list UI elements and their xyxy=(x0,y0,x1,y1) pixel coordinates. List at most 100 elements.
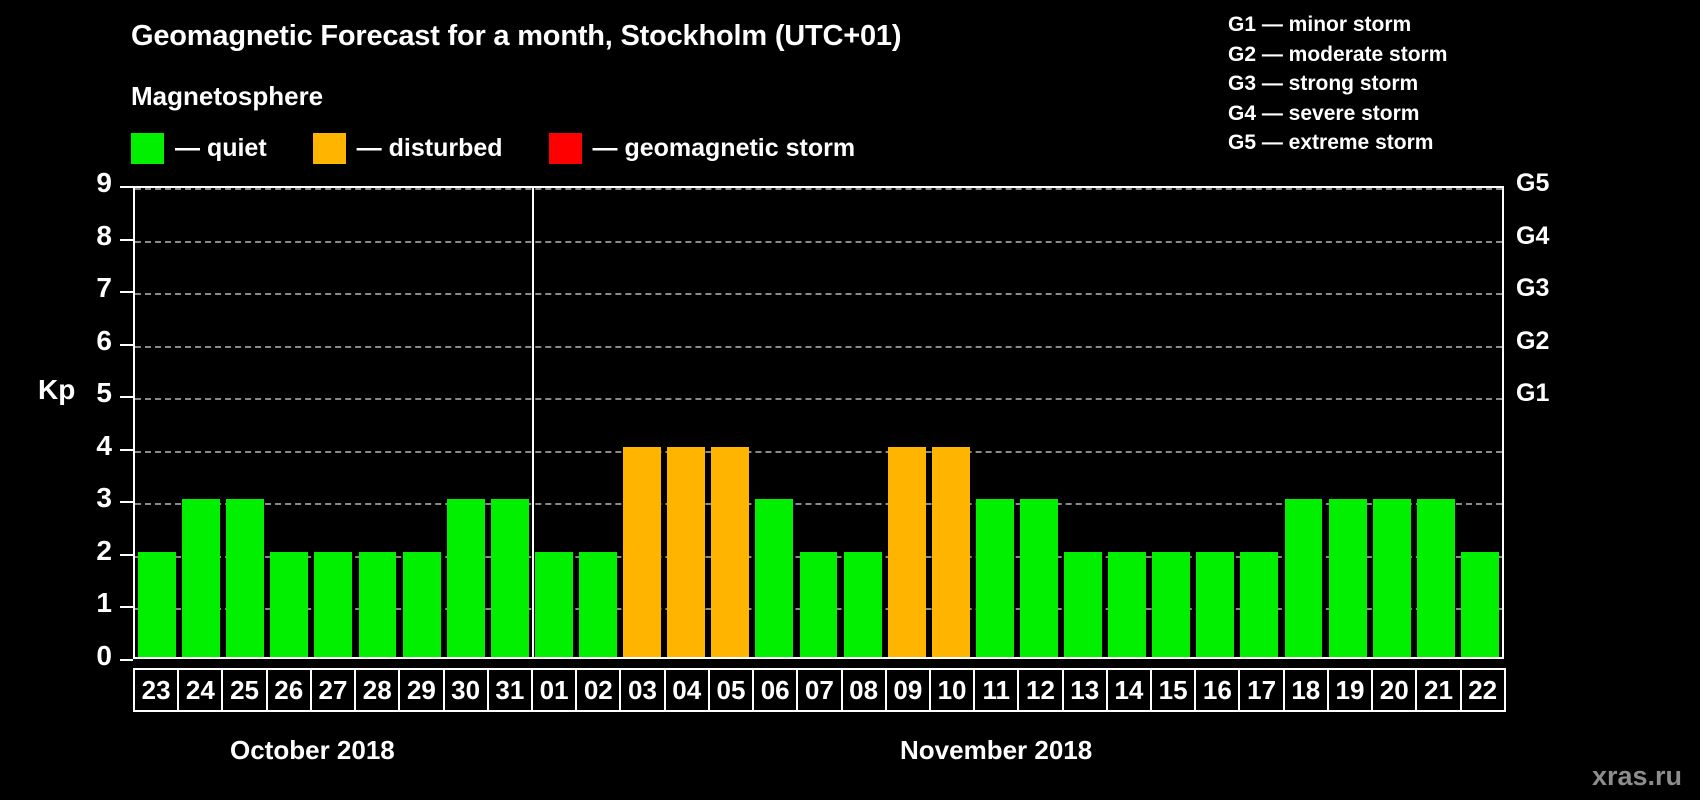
bar-cell xyxy=(1370,188,1414,657)
bar xyxy=(887,446,926,657)
month-label-left: October 2018 xyxy=(230,735,395,765)
bar xyxy=(314,551,353,657)
day-label[interactable]: 01 xyxy=(530,668,578,712)
bar xyxy=(799,551,838,657)
bar-cell xyxy=(1414,188,1458,657)
day-label[interactable]: 14 xyxy=(1105,668,1153,712)
bar-cell xyxy=(267,188,311,657)
bar-cell xyxy=(311,188,355,657)
bar xyxy=(1240,551,1279,657)
legend-item-label: — geomagnetic storm xyxy=(592,133,856,162)
bar xyxy=(1108,551,1147,657)
day-label[interactable]: 27 xyxy=(309,668,357,712)
bar xyxy=(402,551,441,657)
month-separator xyxy=(532,188,535,657)
gridline xyxy=(135,450,1502,453)
day-label[interactable]: 18 xyxy=(1282,668,1329,712)
bar xyxy=(623,446,662,657)
day-label[interactable]: 23 xyxy=(133,668,180,712)
storm-scale-row: G4 — severe storm xyxy=(1228,101,1420,125)
y-axis-tick-label: 2 xyxy=(96,534,112,566)
day-label[interactable]: 07 xyxy=(796,668,843,712)
day-label[interactable]: 06 xyxy=(752,668,799,712)
y-axis-tick-mark xyxy=(120,448,133,451)
bar xyxy=(711,446,750,657)
bar-cell xyxy=(1237,188,1281,657)
y-axis-title: Kp xyxy=(38,374,76,405)
month-label-right: November 2018 xyxy=(900,735,1093,765)
day-label[interactable]: 25 xyxy=(221,668,268,712)
g-axis-tick-label: G3 xyxy=(1516,274,1550,303)
day-label[interactable]: 29 xyxy=(398,668,445,712)
day-label[interactable]: 13 xyxy=(1061,668,1108,712)
storm-scale-row: G1 — minor storm xyxy=(1228,13,1412,36)
bar-cell xyxy=(620,188,664,657)
watermark: xras.ru xyxy=(1591,761,1682,791)
day-label[interactable]: 10 xyxy=(928,668,976,712)
gridline xyxy=(135,398,1502,401)
y-axis-tick-label: 9 xyxy=(96,167,112,198)
bar xyxy=(446,499,485,657)
bar xyxy=(975,499,1014,657)
day-label[interactable]: 17 xyxy=(1238,668,1285,712)
legend-item-label: — quiet xyxy=(175,133,267,162)
day-label[interactable]: 12 xyxy=(1017,668,1064,712)
y-axis-tick-label: 8 xyxy=(96,219,112,251)
bar-cell xyxy=(841,188,885,657)
day-label[interactable]: 22 xyxy=(1459,668,1506,712)
day-label[interactable]: 08 xyxy=(840,668,887,712)
gridline xyxy=(135,503,1502,506)
bar xyxy=(358,551,397,657)
day-label[interactable]: 09 xyxy=(884,668,931,712)
day-label[interactable]: 26 xyxy=(265,668,312,712)
day-label[interactable]: 21 xyxy=(1415,668,1462,712)
bar-cell xyxy=(576,188,620,657)
day-label[interactable]: 15 xyxy=(1150,668,1197,712)
bar-cell xyxy=(1326,188,1370,657)
gridline xyxy=(135,240,1502,243)
day-label[interactable]: 31 xyxy=(486,668,533,712)
g-axis-tick-label: G5 xyxy=(1516,169,1550,197)
red-square-icon xyxy=(548,132,582,164)
bar-cell xyxy=(973,188,1017,657)
bar-cell xyxy=(664,188,708,657)
day-label[interactable]: 24 xyxy=(177,668,224,712)
bar xyxy=(1152,551,1191,657)
day-label[interactable]: 11 xyxy=(973,668,1020,712)
bar xyxy=(1416,499,1455,657)
bar-cell xyxy=(1149,188,1193,657)
day-label[interactable]: 02 xyxy=(575,668,622,712)
bar-cell xyxy=(135,188,179,657)
bar-cell xyxy=(1105,188,1149,657)
y-axis-tick-label: 5 xyxy=(96,377,112,409)
bar-cell xyxy=(885,188,929,657)
bar xyxy=(1372,499,1411,657)
day-label[interactable]: 16 xyxy=(1194,668,1241,712)
y-axis-tick-mark xyxy=(120,238,133,241)
plot-area xyxy=(133,186,1504,659)
page-title: Geomagnetic Forecast for a month, Stockh… xyxy=(131,20,902,52)
day-label[interactable]: 04 xyxy=(663,668,710,712)
bar xyxy=(1460,551,1499,657)
bar-cell xyxy=(223,188,267,657)
day-label[interactable]: 05 xyxy=(707,668,755,712)
day-label[interactable]: 20 xyxy=(1371,668,1418,712)
day-label[interactable]: 30 xyxy=(442,668,489,712)
y-axis-tick-label: 6 xyxy=(96,324,112,356)
bar xyxy=(931,446,970,657)
day-label[interactable]: 19 xyxy=(1326,668,1374,712)
day-label[interactable]: 28 xyxy=(354,668,401,712)
bar xyxy=(1019,499,1058,657)
y-axis-tick-label: 1 xyxy=(96,587,112,619)
storm-scale-row: G3 — strong storm xyxy=(1228,72,1419,95)
legend-item: — disturbed xyxy=(312,132,503,164)
y-axis-tick-label: 0 xyxy=(96,640,112,671)
bar-cell xyxy=(1017,188,1061,657)
bar xyxy=(667,446,706,657)
bar-cell xyxy=(1458,188,1502,657)
bar xyxy=(579,551,617,657)
day-label[interactable]: 03 xyxy=(619,668,666,712)
y-axis-tick-mark xyxy=(120,396,133,399)
bar xyxy=(490,499,529,657)
